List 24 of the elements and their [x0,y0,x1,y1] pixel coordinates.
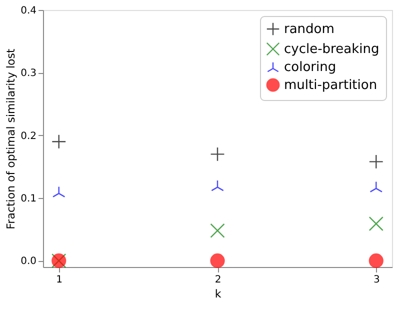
x-tick-label: 3 [373,274,380,286]
point [210,146,225,162]
y-axis-title: Fraction of optimal similarity lost [4,48,18,230]
legend-label: random [284,22,334,37]
point [368,253,384,268]
y-tick-label: 0.4 [20,6,36,16]
legend-label: coloring [284,60,336,75]
point [368,216,384,232]
point [52,134,66,149]
y-tick-label: 0.2 [20,130,36,142]
legend-label: cycle-breaking [284,42,380,57]
y-tick-label: 0.1 [20,194,36,205]
point [210,223,225,238]
x-tick-label: 1 [56,274,63,286]
point [52,186,66,198]
y-tick-label: 0.3 [20,68,36,80]
point [370,181,383,192]
x-tick-label: 2 [214,274,222,286]
y-tick-label: 0.0 [20,256,36,268]
x-axis-title: k [214,288,222,300]
point [210,253,225,268]
point [368,154,384,169]
point [211,180,224,192]
legend-label: multi-partition [284,78,378,93]
